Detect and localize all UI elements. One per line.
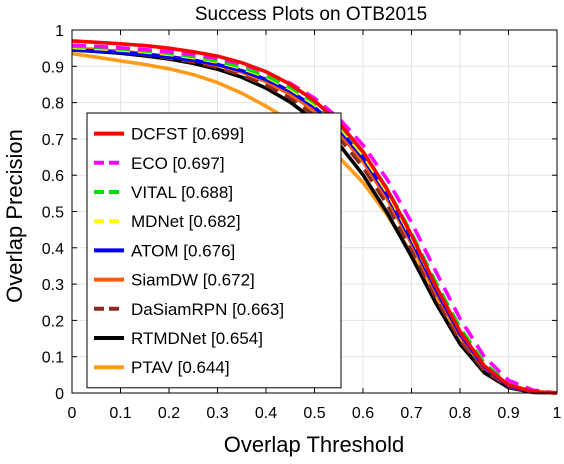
legend-label: DCFST [0.699] <box>131 125 244 144</box>
y-tick-label: 0.9 <box>42 59 64 76</box>
y-tick-label: 0.6 <box>42 168 64 185</box>
x-tick-label: 0.4 <box>255 405 277 422</box>
legend-label: ATOM [0.676] <box>131 241 235 260</box>
series-line <box>71 39 558 395</box>
legend-label: MDNet [0.682] <box>131 212 241 231</box>
series-line <box>71 43 558 395</box>
legend-label: ECO [0.697] <box>131 154 225 173</box>
x-tick-label: 0 <box>68 405 77 422</box>
y-tick-label: 0.4 <box>42 241 64 258</box>
legend-label: SiamDW [0.672] <box>131 271 255 290</box>
y-tick-label: 1 <box>55 23 64 40</box>
y-tick-label: 0.3 <box>42 277 64 294</box>
legend-label: VITAL [0.688] <box>131 183 233 202</box>
x-tick-label: 0.8 <box>449 405 471 422</box>
y-tick-label: 0.2 <box>42 313 64 330</box>
legend: DCFST [0.699] ECO [0.697] VITAL [0.688] MDN… <box>86 112 342 389</box>
tick-layer: 0 0.1 0.2 0.3 0.4 0.5 0.6 0.7 0.8 0.9 1 0 0.1 0.2 0.3 0… <box>42 23 562 422</box>
y-axis-label: Overlap Precision <box>2 129 27 303</box>
x-tick-label: 0.5 <box>303 405 325 422</box>
y-tick-label: 0 <box>55 386 64 403</box>
x-axis-label: Overlap Threshold <box>224 432 405 457</box>
y-tick-label: 0.7 <box>42 132 64 149</box>
chart-title: Success Plots on OTB2015 <box>195 4 427 25</box>
y-tick-label: 0.5 <box>42 205 64 222</box>
x-tick-label: 0.7 <box>400 405 422 422</box>
x-tick-label: 0.2 <box>158 405 180 422</box>
x-tick-label: 0.9 <box>497 405 519 422</box>
x-tick-label: 0.3 <box>206 405 228 422</box>
legend-label: RTMDNet [0.654] <box>131 329 263 348</box>
x-tick-label: 0.1 <box>109 405 131 422</box>
legend-label: PTAV [0.644] <box>131 358 230 377</box>
y-tick-label: 0.1 <box>42 350 64 367</box>
legend-label: DaSiamRPN [0.663] <box>131 300 284 319</box>
legend-box <box>86 112 342 389</box>
x-tick-label: 1 <box>553 405 562 422</box>
y-tick-label: 0.8 <box>42 96 64 113</box>
x-tick-label: 0.6 <box>352 405 374 422</box>
